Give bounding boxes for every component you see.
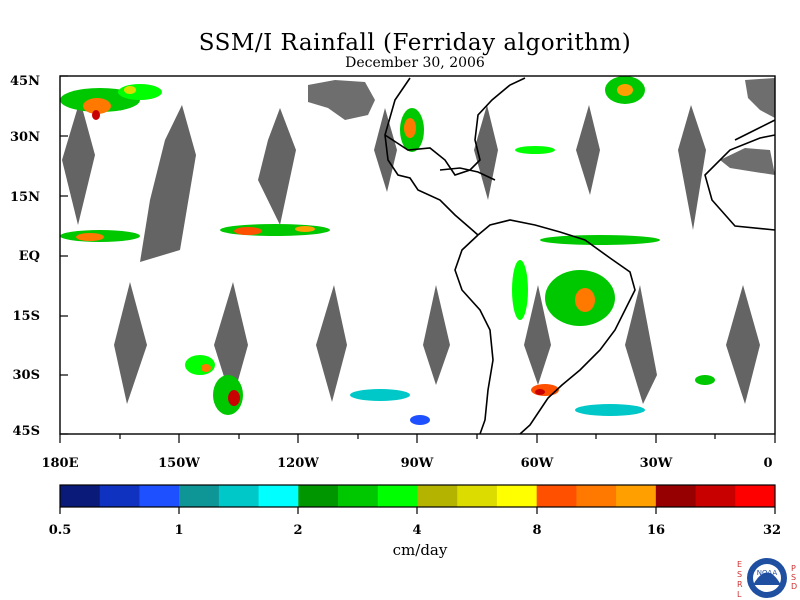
missing-land-patches [308, 78, 775, 175]
colorbar-label-0-5: 0.5 [48, 523, 72, 538]
psd-letters: P S D [791, 564, 799, 591]
noaa-logo-text: NOAA [757, 569, 778, 577]
colorbar-cell [258, 485, 299, 507]
lon-label-180e: 180E [41, 456, 79, 471]
colorbar-label-1: 1 [174, 523, 184, 538]
lon-label-150w: 150W [158, 456, 200, 471]
esrl-letter-l: L [737, 590, 742, 599]
lat-label-45s: 45S [12, 424, 40, 439]
lat-label-15s: 15S [12, 309, 40, 324]
lat-label-45n: 45N [10, 74, 40, 89]
lat-label-30n: 30N [10, 130, 40, 145]
swath-gaps [62, 100, 760, 404]
colorbar-cell [298, 485, 339, 507]
colorbar-cell [417, 485, 458, 507]
lon-label-30w: 30W [639, 456, 673, 471]
colorbar-cell [60, 485, 101, 507]
psd-letter-s: S [791, 573, 797, 582]
lon-label-120w: 120W [277, 456, 319, 471]
psd-letter-d: D [791, 582, 798, 591]
colorbar-units: cm/day [392, 541, 448, 559]
colorbar-label-8: 8 [532, 523, 542, 538]
rain-areas [60, 76, 715, 425]
colorbar-cell [179, 485, 220, 507]
lon-label-60w: 60W [520, 456, 554, 471]
colorbar-cell [576, 485, 617, 507]
map-title: SSM/I Rainfall (Ferriday algorithm) [198, 30, 632, 56]
esrl-letters: E S R L [737, 560, 745, 600]
colorbar-label-4: 4 [412, 523, 422, 538]
colorbar-label-32: 32 [762, 523, 782, 538]
lat-label-eq: EQ [18, 249, 40, 264]
lat-label-15n: 15N [10, 190, 40, 205]
colorbar-label-2: 2 [293, 523, 303, 538]
esrl-letter-e: E [737, 560, 743, 569]
colorbar-cell [139, 485, 180, 507]
colorbar-cell [496, 485, 538, 507]
psd-letter-p: P [791, 564, 796, 573]
coastlines [384, 77, 776, 435]
colorbar-cell [377, 485, 418, 507]
colorbar-cell [695, 485, 736, 507]
noaa-logo [747, 558, 787, 598]
colorbar-cell [218, 485, 260, 507]
lon-label-90w: 90W [400, 456, 434, 471]
colorbar [60, 485, 776, 507]
colorbar-cell [536, 485, 577, 507]
colorbar-cell [338, 485, 379, 507]
colorbar-cell [616, 485, 657, 507]
lat-label-30s: 30S [12, 368, 40, 383]
axis-ticks [59, 75, 776, 443]
colorbar-cell [655, 485, 697, 507]
esrl-letter-s: S [737, 570, 743, 579]
esrl-letter-r: R [737, 580, 743, 589]
map-date: December 30, 2006 [345, 55, 485, 71]
colorbar-ticks [59, 507, 776, 514]
colorbar-cell [99, 485, 140, 507]
colorbar-cell [735, 485, 776, 507]
colorbar-label-16: 16 [646, 523, 666, 538]
lon-label-0: 0 [763, 456, 773, 471]
colorbar-cell [457, 485, 498, 507]
